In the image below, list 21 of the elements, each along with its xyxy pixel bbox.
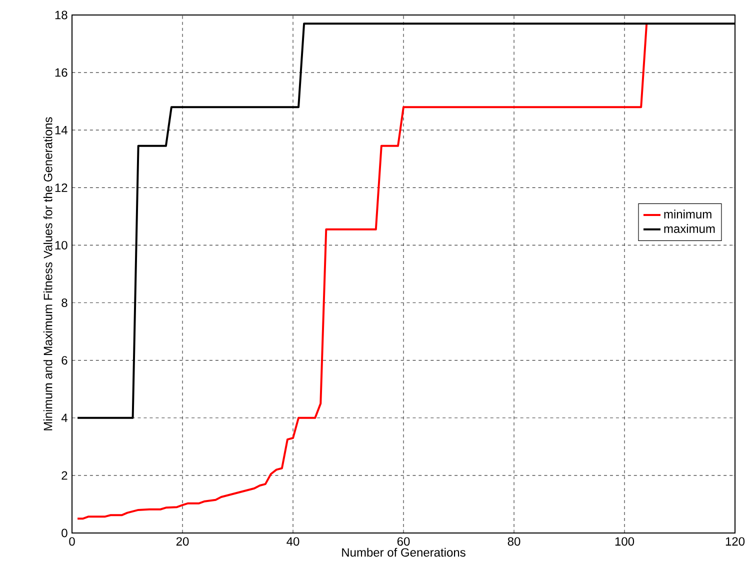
y-tick-label: 8	[62, 298, 68, 308]
y-tick-label: 2	[62, 471, 68, 480]
y-tick-label: 16	[55, 68, 68, 77]
y-tick-label: 6	[62, 356, 68, 365]
y-tick-label: 14	[55, 126, 68, 134]
y-tick-label: 10	[55, 240, 68, 250]
legend-label: maximum	[664, 224, 715, 233]
x-tick-label: 120	[726, 537, 745, 546]
x-tick-label: 0	[69, 537, 75, 546]
x-tick-label: 20	[176, 537, 189, 546]
y-tick-label: 0	[62, 528, 68, 538]
x-tick-label: 100	[615, 537, 634, 546]
y-axis-title: Minimum and Maximum Fitness Values for the Generations	[43, 117, 52, 430]
x-axis-title: Number of Generations	[342, 548, 466, 557]
y-tick-label: 4	[61, 414, 68, 422]
y-tick-label: 18	[55, 10, 68, 20]
y-tick-label: 12	[55, 183, 68, 192]
legend-label: minimum	[664, 210, 712, 219]
x-tick-label: 60	[397, 537, 410, 546]
x-tick-label: 80	[508, 537, 520, 546]
x-tick-label: 40	[286, 537, 300, 546]
